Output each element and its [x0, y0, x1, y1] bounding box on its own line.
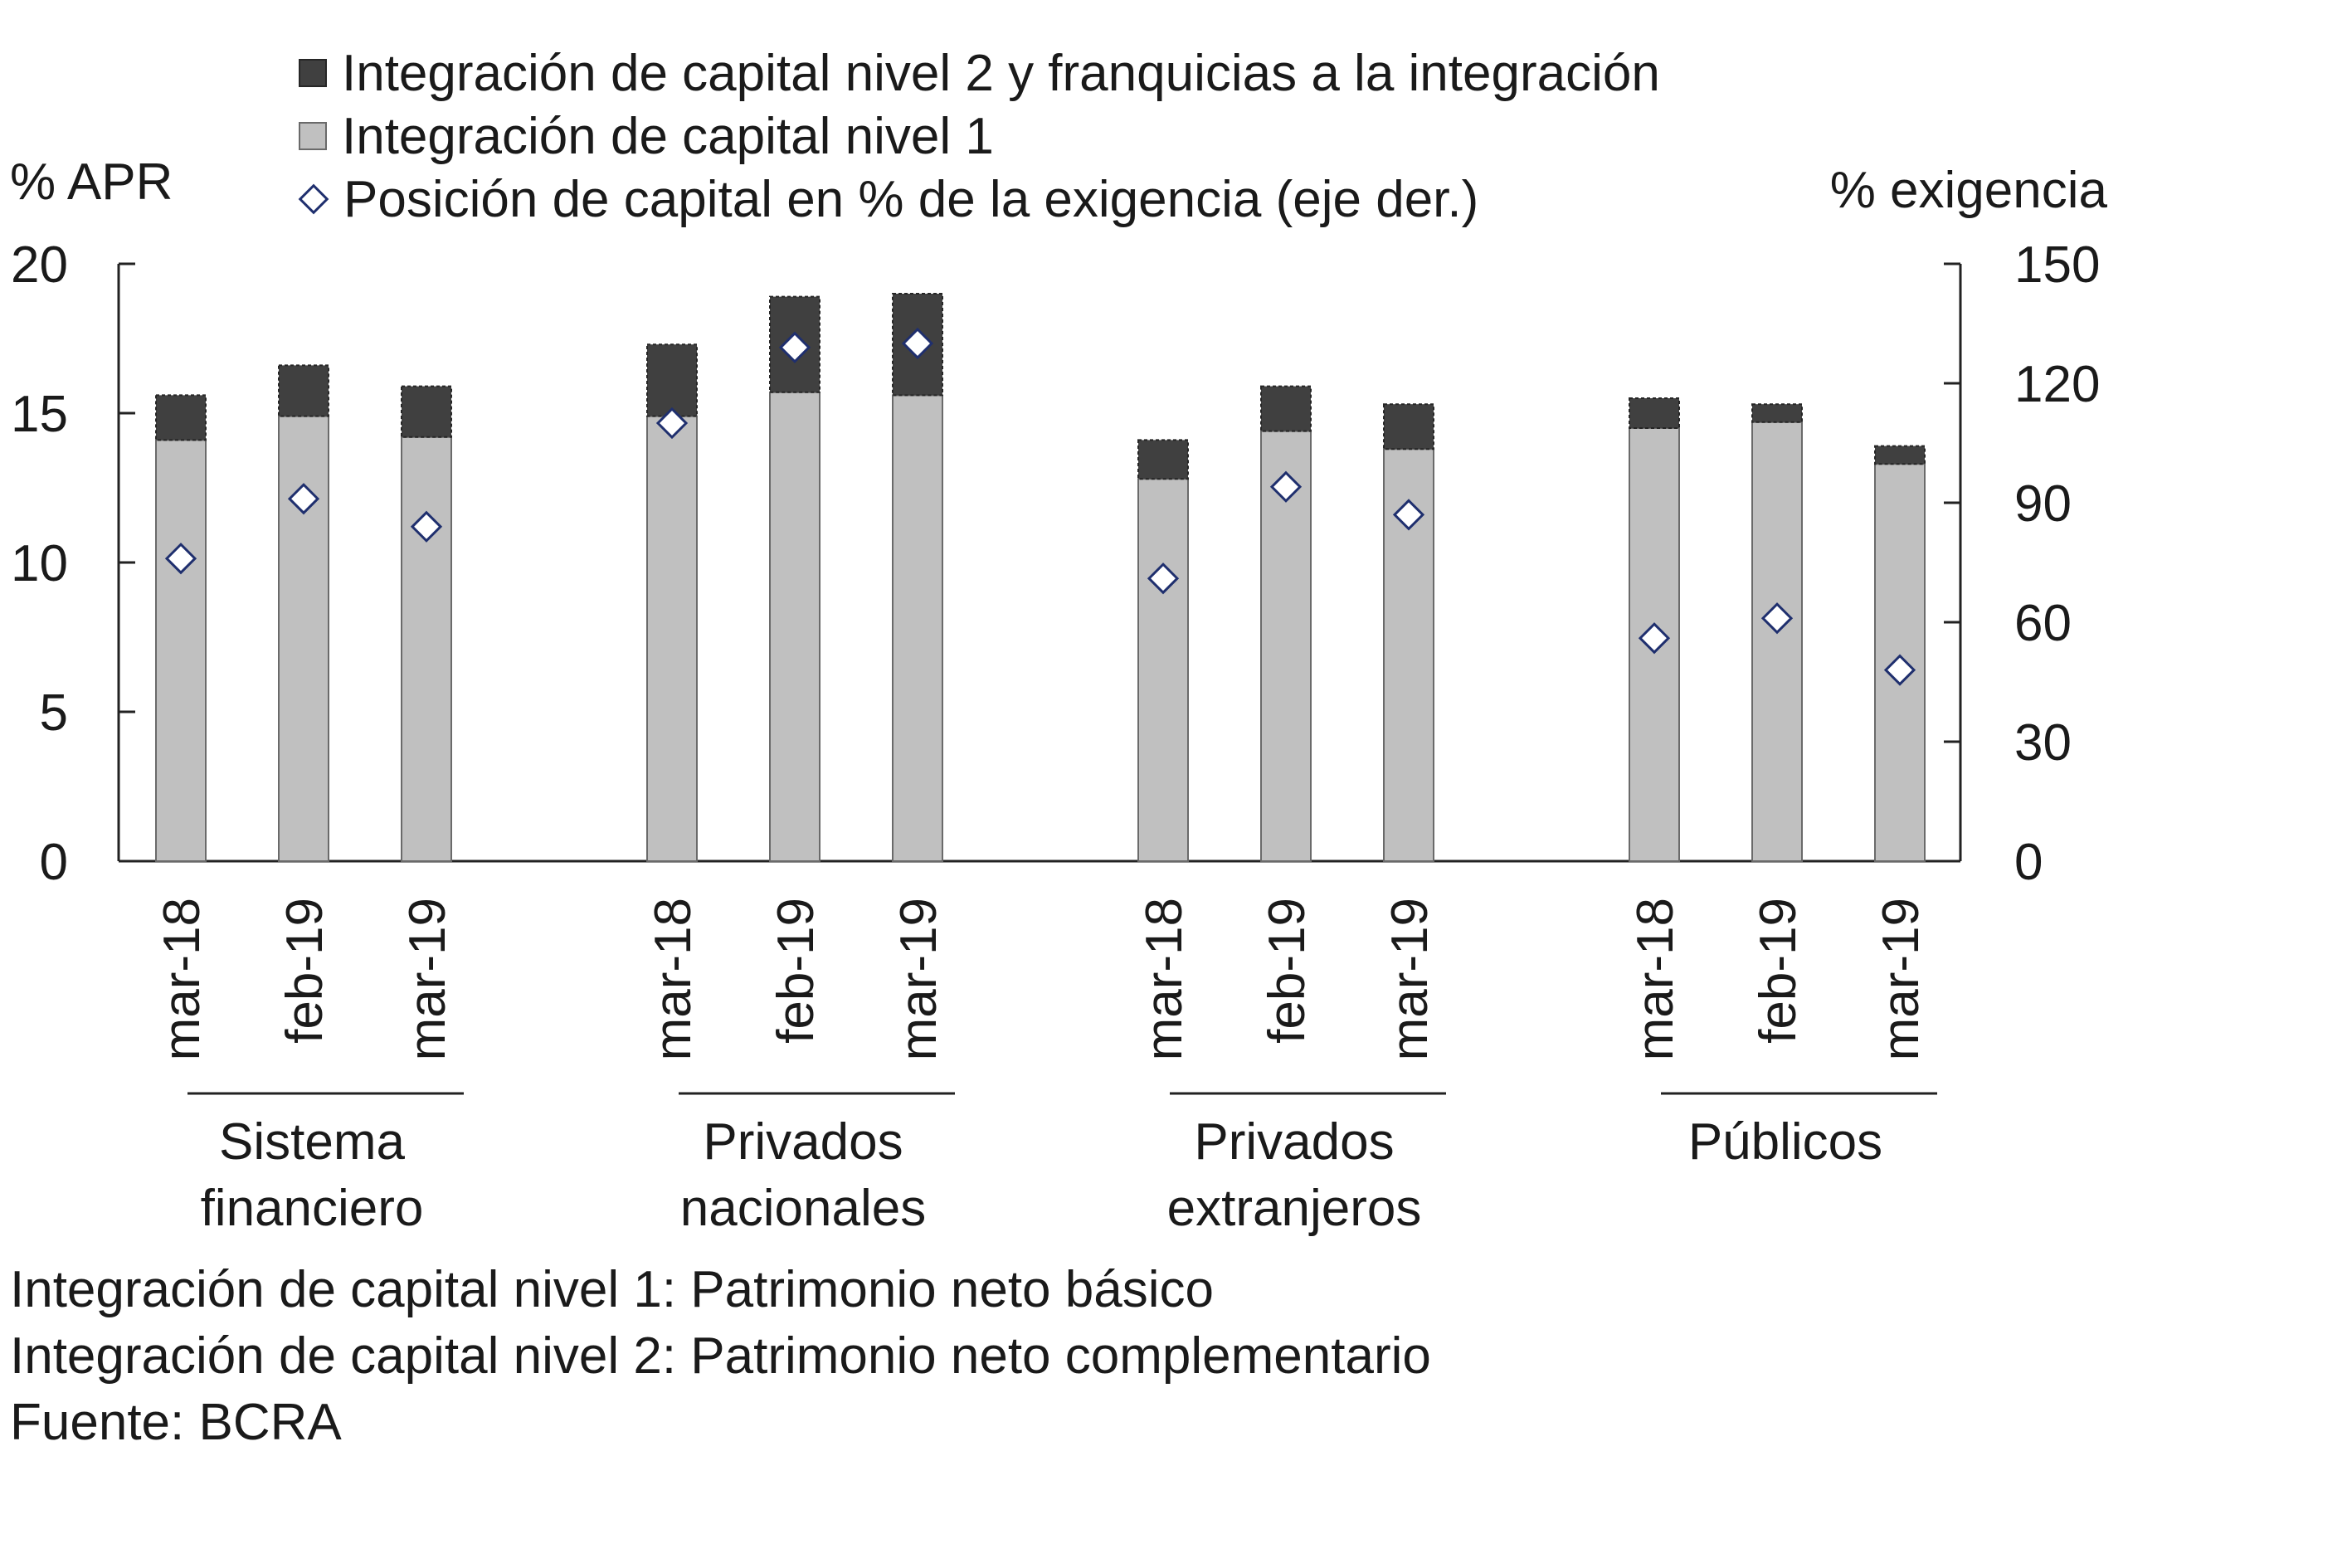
y-left-tick-label: 5: [40, 684, 68, 742]
bar-tier2: [1137, 439, 1189, 480]
bar-tier2: [278, 364, 329, 417]
x-tick-label: mar-19: [890, 898, 947, 1060]
capital-position-marker: [778, 331, 811, 363]
x-tick-label: feb-19: [1750, 898, 1807, 1044]
bar-tier2: [1874, 445, 1926, 465]
legend-swatch-tier1: [299, 122, 327, 150]
y-right-tick-label: 30: [2014, 714, 2072, 772]
y-left-tick-label: 20: [11, 236, 68, 294]
x-tick-label: mar-18: [1627, 898, 1684, 1060]
bar-tier1: [1137, 478, 1189, 862]
footnote-tier1: Integración de capital nivel 1: Patrimon…: [10, 1261, 1214, 1318]
x-tick-label: mar-18: [645, 898, 702, 1060]
y-left-tick-label: 15: [11, 386, 68, 443]
group-label: Privados: [703, 1113, 903, 1171]
axis-labels: % APR % exigencia 0 5 10 15 20 0 30 60 90 120 150 m…: [10, 153, 2108, 1237]
bar-tier1: [769, 391, 821, 862]
group-label: extranjeros: [1167, 1180, 1422, 1237]
bar-tier1: [1260, 430, 1312, 862]
legend-item-tier2: Integración de capital nivel 2 y franqui…: [299, 41, 1660, 105]
axes: [117, 262, 1962, 1095]
legend-item-tier1: Integración de capital nivel 1: [299, 105, 1660, 168]
capital-position-marker: [1392, 499, 1425, 531]
bar-tier1: [278, 415, 329, 863]
capital-position-marker: [1760, 602, 1794, 635]
x-tick-label: mar-18: [153, 898, 211, 1060]
capital-position-marker: [164, 543, 197, 575]
bar-tier2: [1751, 403, 1803, 423]
x-tick-label: mar-19: [1872, 898, 1930, 1060]
group-label: financiero: [201, 1180, 424, 1237]
capital-position-marker: [1638, 622, 1671, 655]
legend-label-tier1: Integración de capital nivel 1: [342, 107, 994, 165]
bar-tier2: [1383, 403, 1434, 450]
y-right-tick-label: 60: [2014, 595, 2072, 652]
legend-label-tier2: Integración de capital nivel 2 y franqui…: [342, 44, 1660, 102]
x-tick-label: feb-19: [767, 898, 825, 1044]
group-label: Privados: [1194, 1113, 1394, 1171]
x-tick-label: mar-18: [1136, 898, 1193, 1060]
bar-tier1: [155, 439, 207, 863]
bar-tier1: [892, 394, 943, 862]
legend-diamond-icon: [298, 183, 329, 215]
capital-position-marker: [1883, 654, 1916, 686]
y-left-tick-label: 10: [11, 535, 68, 592]
legend-item-capital-position: Posición de capital en % de la exigencia…: [298, 168, 1660, 231]
y-right-tick-label: 150: [2014, 236, 2100, 294]
bar-tier1: [646, 415, 698, 863]
capital-position-marker: [287, 483, 320, 515]
bar-tier1: [401, 436, 452, 862]
bar-tier2: [1629, 397, 1680, 429]
footnote-tier2: Integración de capital nivel 2: Patrimon…: [10, 1327, 1431, 1385]
bar-tier1: [1751, 421, 1803, 862]
group-label: nacionales: [680, 1180, 926, 1237]
bars: [155, 293, 1926, 863]
markers: [164, 327, 1916, 686]
x-tick-label: feb-19: [1259, 898, 1316, 1044]
legend-swatch-tier2: [299, 59, 327, 87]
legend: Integración de capital nivel 2 y franqui…: [298, 41, 1660, 231]
capital-position-marker: [1147, 562, 1180, 595]
x-tick-label: feb-19: [276, 898, 334, 1044]
bar-tier2: [1260, 385, 1312, 432]
y-right-tick-label: 120: [2014, 356, 2100, 413]
y-right-tick-label: 90: [2014, 475, 2072, 533]
x-tick-label: mar-19: [399, 898, 456, 1060]
capital-position-marker: [410, 510, 443, 543]
y-left-tick-label: 0: [40, 834, 68, 891]
bar-tier2: [401, 385, 452, 438]
bar-tier2: [155, 394, 207, 441]
group-label: Sistema: [219, 1113, 405, 1171]
capital-position-marker: [655, 407, 689, 440]
bar-tier2: [646, 343, 698, 417]
group-label: Públicos: [1688, 1113, 1882, 1171]
capital-position-marker: [1269, 470, 1303, 503]
legend-label-capital-position: Posición de capital en % de la exigencia…: [343, 170, 1479, 228]
footnote-source: Fuente: BCRA: [10, 1394, 342, 1451]
capital-position-marker: [901, 327, 934, 360]
footnotes: Integración de capital nivel 1: Patrimon…: [10, 1257, 1431, 1456]
x-tick-label: mar-19: [1381, 898, 1439, 1060]
y-right-axis-label: % exigencia: [1830, 162, 2108, 219]
y-left-axis-label: % APR: [10, 153, 173, 211]
y-right-tick-label: 0: [2014, 834, 2043, 891]
